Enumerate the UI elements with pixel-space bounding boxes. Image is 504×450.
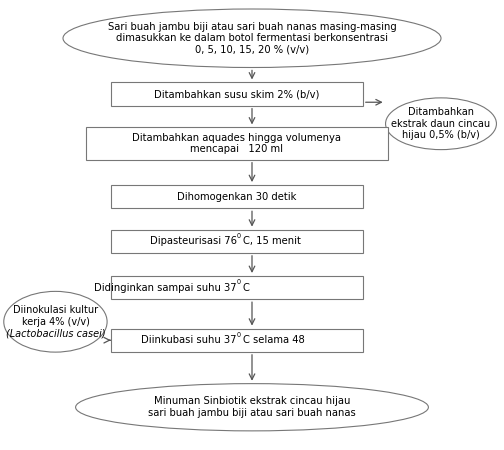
Text: kerja 4% (v/v): kerja 4% (v/v): [22, 317, 89, 327]
Text: C: C: [243, 283, 250, 293]
Text: Diinokulasi kultur: Diinokulasi kultur: [13, 305, 98, 315]
Text: C, 15 menit: C, 15 menit: [243, 236, 301, 246]
Text: 0: 0: [237, 279, 241, 285]
Text: Diinkubasi suhu 37: Diinkubasi suhu 37: [142, 335, 237, 345]
Text: Dihomogenkan 30 detik: Dihomogenkan 30 detik: [177, 192, 296, 202]
FancyBboxPatch shape: [111, 82, 363, 106]
Text: Minuman Sinbiotik ekstrak cincau hijau
sari buah jambu biji atau sari buah nanas: Minuman Sinbiotik ekstrak cincau hijau s…: [148, 396, 356, 418]
Ellipse shape: [76, 383, 428, 431]
FancyBboxPatch shape: [111, 328, 363, 352]
Ellipse shape: [386, 98, 496, 149]
FancyBboxPatch shape: [111, 230, 363, 253]
FancyBboxPatch shape: [86, 127, 388, 160]
Text: Ditambahkan susu skim 2% (b/v): Ditambahkan susu skim 2% (b/v): [154, 89, 320, 99]
Text: Dipasteurisasi 76: Dipasteurisasi 76: [150, 236, 237, 246]
Text: Sari buah jambu biji atau sari buah nanas masing-masing
dimasukkan ke dalam boto: Sari buah jambu biji atau sari buah nana…: [108, 22, 396, 55]
Text: C selama 48: C selama 48: [243, 335, 305, 345]
FancyBboxPatch shape: [111, 185, 363, 208]
Text: (Lactobacillus casei): (Lactobacillus casei): [6, 328, 105, 338]
Text: Ditambahkan
ekstrak daun cincau
hijau 0,5% (b/v): Ditambahkan ekstrak daun cincau hijau 0,…: [392, 107, 490, 140]
Text: 0: 0: [237, 332, 241, 338]
Text: 0: 0: [237, 233, 241, 239]
FancyBboxPatch shape: [111, 276, 363, 299]
Text: Didinginkan sampai suhu 37: Didinginkan sampai suhu 37: [94, 283, 237, 293]
Ellipse shape: [63, 9, 441, 68]
Ellipse shape: [4, 292, 107, 352]
Text: Ditambahkan aquades hingga volumenya
mencapai   120 ml: Ditambahkan aquades hingga volumenya men…: [133, 133, 341, 154]
